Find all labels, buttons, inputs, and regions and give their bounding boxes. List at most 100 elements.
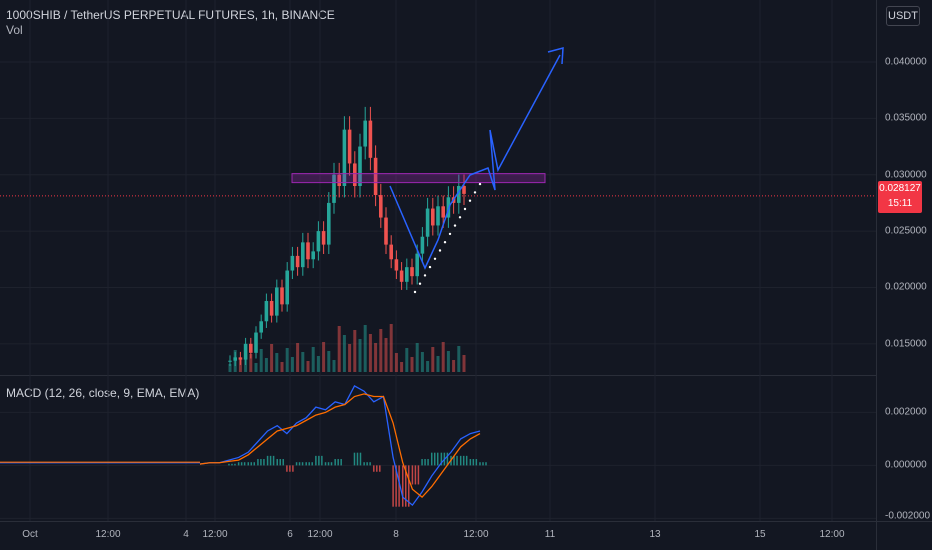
volume-bar: [322, 342, 326, 372]
volume-bar: [306, 361, 310, 372]
candle-body: [347, 129, 352, 164]
volume-bar: [384, 338, 388, 372]
trendline-dot: [453, 224, 457, 227]
candle-countdown: 15:11: [887, 198, 913, 209]
resistance-zone: [291, 173, 546, 184]
candle-body: [295, 255, 300, 268]
current-price-value: 0.028127: [879, 183, 921, 194]
volume-bar: [441, 342, 445, 372]
time-tick-label: 12:00: [307, 529, 333, 540]
volume-bar: [285, 348, 289, 372]
price-tick-label: 0.035000: [885, 112, 927, 124]
macd-tick-label: 0.000000: [885, 459, 927, 471]
volume-bar: [446, 351, 450, 372]
volume-bar: [368, 334, 372, 372]
time-tick-label: 15: [754, 529, 766, 540]
volume-bar: [415, 343, 419, 372]
price-tick-label: 0.025000: [885, 225, 927, 237]
macd-line: [199, 385, 481, 507]
candle-body: [410, 267, 414, 277]
trendline-dot: [418, 282, 422, 285]
chart-legend: 1000SHIB / TetherUS PERPETUAL FUTURES, 1…: [6, 8, 335, 38]
volume-bar: [426, 361, 430, 372]
candle-body: [389, 244, 393, 260]
trendline-dot: [433, 257, 437, 260]
volume-bar: [379, 329, 383, 372]
trendline-dot: [468, 199, 472, 202]
volume-bar: [228, 364, 232, 372]
candle-body: [254, 332, 258, 353]
pane-divider[interactable]: [0, 375, 876, 376]
volume-bar: [358, 339, 362, 372]
trendline-dot: [423, 274, 427, 277]
trendline-dot: [458, 216, 462, 219]
price-axis-border: [876, 0, 877, 550]
candle-body: [399, 270, 404, 282]
volume-bar: [290, 357, 294, 372]
candle-body: [436, 206, 440, 226]
volume-bar: [254, 363, 258, 372]
volume-bar: [394, 353, 398, 372]
candle-body: [342, 129, 347, 186]
currency-button[interactable]: USDT: [886, 6, 920, 26]
time-tick-label: 12:00: [95, 529, 121, 540]
volume-bar: [410, 357, 414, 372]
candle-body: [425, 208, 430, 237]
volume-bar: [244, 345, 248, 372]
candle-body: [311, 251, 315, 260]
candle-body: [368, 120, 373, 158]
candle-body: [337, 174, 341, 186]
candle-body: [379, 195, 383, 218]
trendline-dot: [448, 232, 452, 236]
volume-bar: [462, 355, 466, 372]
candle-body: [280, 287, 284, 305]
volume-bar: [337, 326, 341, 372]
volume-bar: [264, 358, 268, 372]
time-tick-label: 11: [544, 529, 556, 540]
candle-body: [405, 267, 409, 282]
macd-tick-label: -0.002000: [885, 510, 931, 522]
time-tick-label: 12:00: [202, 529, 228, 540]
volume-bar: [363, 325, 367, 372]
volume-bar: [457, 346, 461, 372]
trendline-dot: [443, 241, 447, 244]
macd-indicator-label[interactable]: MACD (12, 26, close, 9, EMA, EMA): [6, 386, 200, 400]
candle-body: [228, 360, 232, 362]
chart-canvas[interactable]: [0, 0, 876, 521]
volume-bar: [405, 348, 409, 372]
candle-body: [373, 157, 378, 196]
price-tick-label: 0.020000: [885, 281, 927, 293]
candle-body: [259, 321, 263, 333]
price-axis[interactable]: 0.040000 0.035000 0.030000 0.025000 0.020000…: [876, 0, 932, 550]
candle-body: [332, 174, 336, 203]
volume-bar: [348, 344, 352, 372]
volume-bar: [452, 360, 456, 372]
volume-bar: [275, 353, 279, 372]
volume-bar: [270, 344, 274, 372]
trendline-dot: [413, 290, 417, 294]
signal-line: [199, 393, 481, 499]
candle-body: [238, 357, 243, 360]
candle-body: [269, 300, 274, 316]
volume-bar: [374, 343, 378, 372]
volume-bar: [431, 347, 435, 372]
time-tick-label: 6: [287, 529, 293, 540]
candle-body: [462, 186, 466, 194]
candle-body: [306, 242, 310, 260]
volume-bar: [327, 351, 331, 372]
trendline-dot: [463, 207, 467, 211]
volume-bar: [400, 362, 404, 372]
volume-bar: [436, 356, 440, 372]
trendline-dot: [428, 265, 432, 269]
trendline-dot: [478, 182, 482, 186]
volume-indicator-label[interactable]: Vol: [6, 23, 23, 37]
candle-body: [285, 270, 289, 305]
symbol-title[interactable]: 1000SHIB / TetherUS PERPETUAL FUTURES, 1…: [6, 8, 335, 22]
candle-body: [358, 146, 362, 186]
volume-bar: [238, 359, 242, 372]
time-tick-label: 13: [649, 529, 661, 540]
macd-tick-label: 0.002000: [885, 406, 927, 418]
candle-body: [441, 206, 445, 218]
time-tick-label: 8: [393, 529, 399, 540]
forecast-path: [389, 54, 561, 270]
